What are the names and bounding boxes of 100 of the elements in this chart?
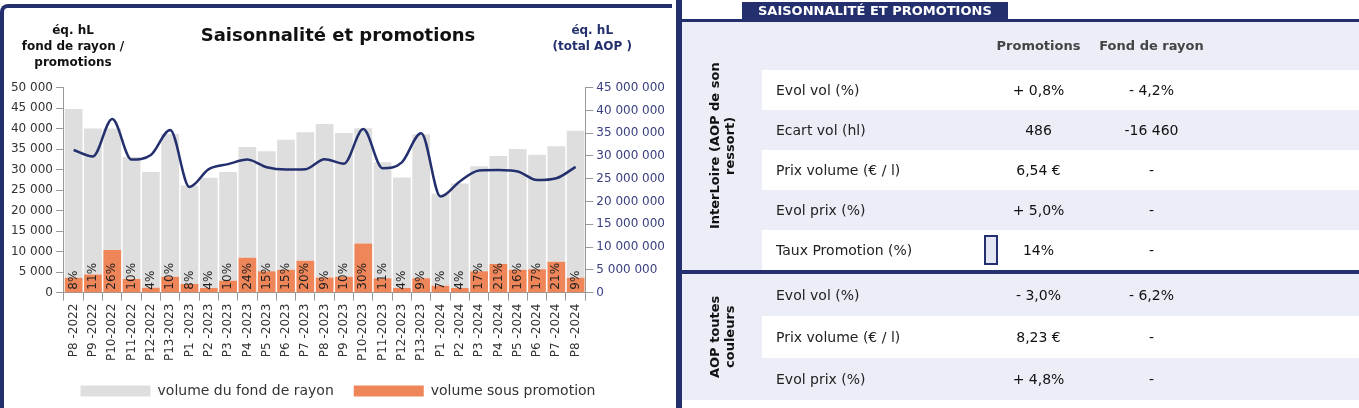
category-label: Ecart vol (hl) bbox=[776, 122, 866, 138]
text: + 0,8% bbox=[1012, 82, 1065, 98]
line-series bbox=[72, 117, 577, 198]
annotation: 15% bbox=[258, 262, 273, 290]
text: 8,23 € bbox=[1016, 329, 1061, 345]
x-tick-label: P3 -2023 bbox=[220, 303, 235, 358]
annotation: 7% bbox=[432, 270, 447, 290]
category-label: Evol prix (%) bbox=[776, 202, 866, 218]
category-label: Evol vol (%) bbox=[776, 82, 860, 98]
annotation: 11% bbox=[85, 262, 100, 290]
annotation: 26% bbox=[104, 262, 119, 290]
y-tick-label: 35 000 bbox=[10, 141, 53, 156]
text: InterLoire (AOP de son ressort) bbox=[707, 61, 737, 232]
x-tick-label: P8 -2023 bbox=[316, 303, 331, 358]
x-tick-label: P11-2023 bbox=[374, 303, 389, 361]
text: - 3,0% bbox=[1015, 287, 1062, 303]
annotation: 9% bbox=[413, 270, 428, 290]
x-tick-label: P2 -2024 bbox=[451, 303, 466, 358]
chart-title: Saisonnalité et promotions bbox=[200, 24, 476, 46]
x-tick-label: P12-2023 bbox=[394, 303, 408, 361]
y2-tick-label: 5 000 000 bbox=[596, 261, 658, 276]
y-tick-label: 45 000 bbox=[10, 100, 53, 115]
y-tick-label: 40 000 bbox=[10, 120, 53, 135]
text: - 4,2% bbox=[1128, 82, 1175, 98]
annotation: 10% bbox=[220, 262, 235, 290]
annotation: 20% bbox=[297, 262, 312, 290]
x-tick-label: P10-2022 bbox=[104, 303, 119, 361]
category-label: Fond de rayon bbox=[1098, 37, 1205, 55]
y2-tick-label: 45 000 000 bbox=[596, 79, 666, 94]
x-tick-label: P4 -2024 bbox=[490, 303, 505, 358]
annotation: 21% bbox=[548, 262, 563, 290]
legend-label: volume sous promotion bbox=[430, 381, 596, 398]
x-tick-label: P9 -2022 bbox=[85, 303, 100, 358]
annotation: 4% bbox=[451, 270, 466, 290]
category-label: Prix volume (€ / l) bbox=[776, 329, 901, 345]
annotation: 11% bbox=[374, 262, 389, 290]
y2-tick-label: 20 000 000 bbox=[596, 193, 666, 208]
y-tick-label: 10 000 bbox=[10, 243, 53, 258]
x-tick-label: P10-2023 bbox=[355, 303, 370, 361]
annotation: 8% bbox=[65, 270, 80, 290]
y2-tick-label: 25 000 000 bbox=[596, 170, 666, 185]
annotation: 21% bbox=[490, 262, 505, 290]
x-tick-label: P7 -2024 bbox=[548, 303, 563, 358]
y-tick-label: 50 000 bbox=[10, 79, 53, 94]
text: + 5,0% bbox=[1012, 202, 1065, 218]
x-tick-label: P1 -2024 bbox=[432, 303, 447, 358]
category-label: Evol prix (%) bbox=[776, 371, 866, 387]
category-label: Taux Promotion (%) bbox=[776, 242, 913, 258]
text: - 6,2% bbox=[1128, 287, 1175, 303]
annotation: 8% bbox=[181, 270, 196, 290]
annotation: 4% bbox=[394, 270, 408, 290]
x-tick-label: P13-2023 bbox=[162, 303, 177, 361]
x-tick-label: P11-2022 bbox=[123, 303, 138, 361]
x-tick-label: P13-2023 bbox=[413, 303, 428, 361]
category-label: Promotions bbox=[995, 37, 1082, 55]
x-tick-label: P7 -2023 bbox=[297, 303, 312, 358]
y2-tick-label: 30 000 000 bbox=[596, 148, 666, 163]
annotation: 10% bbox=[336, 262, 351, 290]
annotation: 16% bbox=[509, 262, 524, 290]
bar bbox=[238, 147, 257, 258]
x-tick-label: P6 -2023 bbox=[278, 303, 293, 358]
x-tick-label: P8 -2024 bbox=[567, 303, 582, 358]
x-tick-label: P6 -2024 bbox=[529, 303, 544, 358]
y-tick-label: 5 000 bbox=[18, 264, 53, 279]
y2-tick-label: 0 bbox=[596, 284, 604, 299]
y2-tick-label: 35 000 000 bbox=[596, 125, 666, 140]
x-tick-label: P8 -2022 bbox=[65, 303, 80, 358]
y2-tick-label: 10 000 000 bbox=[596, 239, 666, 254]
y2-tick-label: 15 000 000 bbox=[596, 216, 666, 231]
text: SAISONNALITÉ ET PROMOTIONS bbox=[742, 2, 1008, 19]
x-tick-label: P3 -2024 bbox=[471, 303, 486, 358]
annotation: 4% bbox=[143, 270, 157, 290]
text: -16 460 bbox=[1124, 122, 1179, 138]
annotation: 24% bbox=[239, 262, 254, 290]
annotation: 30% bbox=[355, 262, 370, 290]
annotation: 9% bbox=[567, 270, 582, 290]
annotation: 15% bbox=[278, 262, 293, 290]
annotation: 10% bbox=[162, 262, 177, 290]
text: 486 bbox=[1025, 122, 1052, 138]
legend-label: volume du fond de rayon bbox=[157, 381, 334, 398]
annotation: 17% bbox=[471, 262, 486, 290]
text: - bbox=[1148, 242, 1155, 258]
y-tick-label: 25 000 bbox=[10, 182, 53, 197]
y-tick-label: 30 000 bbox=[10, 161, 53, 176]
category-label: Evol vol (%) bbox=[776, 287, 860, 303]
x-tick-label: P4 -2023 bbox=[239, 303, 254, 358]
text: - bbox=[1148, 202, 1155, 218]
x-tick-label: P9 -2023 bbox=[336, 303, 351, 358]
annotation: 17% bbox=[529, 262, 544, 290]
text: - bbox=[1148, 162, 1155, 178]
annotation: 10% bbox=[123, 262, 138, 290]
bar bbox=[489, 156, 508, 264]
x-tick-label: P12-2022 bbox=[143, 303, 157, 361]
text: - bbox=[1148, 329, 1155, 345]
text: + 4,8% bbox=[1012, 371, 1065, 387]
text: - bbox=[1148, 371, 1155, 387]
text: 6,54 € bbox=[1016, 162, 1061, 178]
x-tick-label: P2 -2023 bbox=[200, 303, 215, 358]
y-tick-label: 20 000 bbox=[10, 202, 53, 217]
y-tick-label: 0 bbox=[45, 284, 53, 299]
